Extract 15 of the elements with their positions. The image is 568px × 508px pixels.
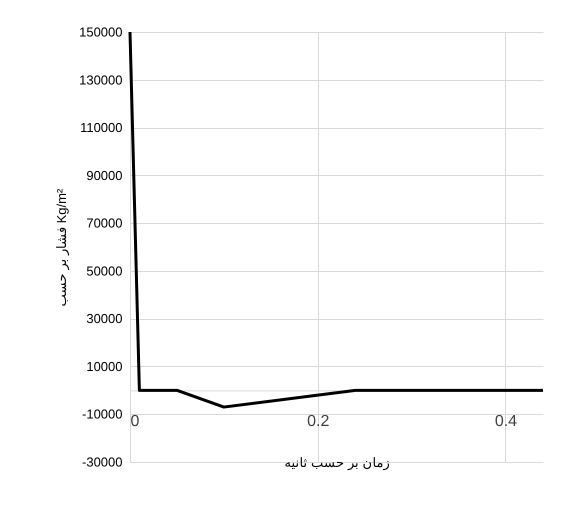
y-tick-label: 30000 [86,311,122,326]
y-tick-label: -30000 [82,454,122,470]
y-tick-label: 150000 [79,24,122,40]
y-tick-label: 90000 [86,168,122,183]
x-tick-label: 0.4 [494,412,518,430]
y-tick-label: 130000 [79,72,122,88]
y-axis-title: فشار بر حسب Kg/m² [54,188,70,306]
y-tick-label: 10000 [86,358,122,374]
y-tick-label: 70000 [86,216,122,231]
y-tick-label: 50000 [86,263,122,278]
x-axis-title: زمان بر حسب ثانیه [284,454,390,471]
x-tick-label: 0.2 [307,412,330,430]
y-tick-label: -10000 [82,406,122,422]
y-tick-label: 110000 [80,120,122,136]
x-tick-label: 0 [130,412,140,430]
